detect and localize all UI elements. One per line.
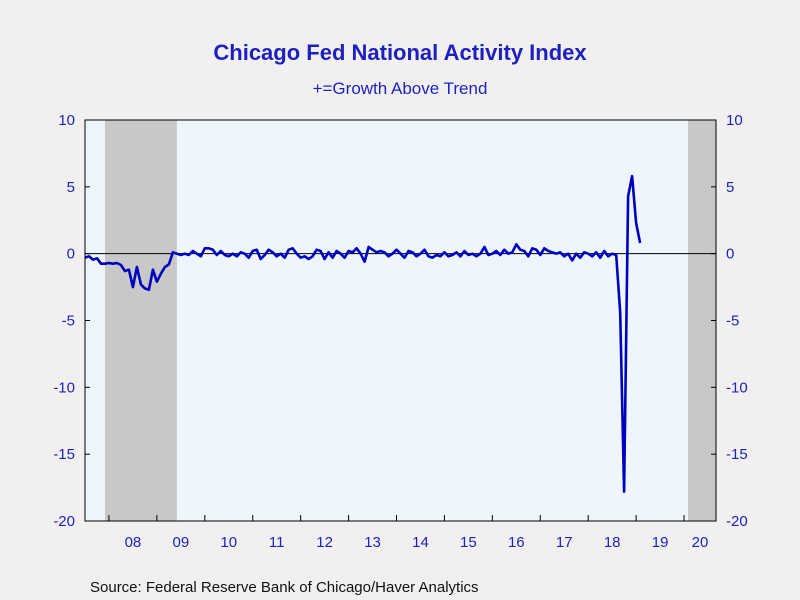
x-tick-label: 20 — [692, 534, 709, 551]
plot-area — [84, 119, 717, 522]
x-tick-label: 18 — [604, 534, 621, 551]
y-left-tick-label: 10 — [58, 112, 75, 129]
x-tick-label: 12 — [316, 534, 333, 551]
x-tick-label: 15 — [460, 534, 477, 551]
x-tick-label: 13 — [364, 534, 381, 551]
x-tick-label: 09 — [173, 534, 190, 551]
y-right-tick-label: -15 — [726, 446, 748, 463]
y-left-tick-label: -5 — [62, 313, 75, 330]
y-right-tick-label: 5 — [726, 179, 734, 196]
x-tick-label: 10 — [220, 534, 237, 551]
y-left-tick-label: 0 — [67, 246, 75, 263]
x-tick-label: 17 — [556, 534, 573, 551]
plot-background — [85, 120, 716, 521]
y-left-tick-label: -15 — [53, 446, 75, 463]
y-left-tick-label: 5 — [67, 179, 75, 196]
source-note: Source: Federal Reserve Bank of Chicago/… — [90, 579, 479, 596]
right-y-axis: 10 5 0 -5 -10 -15 -20 — [711, 112, 748, 530]
recession-band-1 — [104, 120, 177, 521]
x-axis: 08 09 10 11 12 13 14 15 16 17 18 19 20 — [108, 515, 709, 551]
x-tick-label: 19 — [652, 534, 669, 551]
series-line-1 — [84, 174, 642, 493]
y-right-tick-label: -10 — [726, 379, 748, 396]
y-right-tick-label: -20 — [726, 513, 748, 530]
chart-title: Chicago Fed National Activity Index — [213, 40, 587, 65]
y-right-tick-label: 0 — [726, 246, 734, 263]
y-right-tick-label: 10 — [726, 112, 743, 129]
y-left-tick-label: -10 — [53, 379, 75, 396]
x-tick-label: 14 — [412, 534, 429, 551]
y-left-tick-label: -20 — [53, 513, 75, 530]
x-tick-label: 11 — [269, 534, 285, 551]
left-y-axis: 10 5 0 -5 -10 -15 -20 — [53, 112, 90, 530]
x-tick-label: 08 — [125, 534, 142, 551]
x-tick-label: 16 — [508, 534, 525, 551]
y-right-tick-label: -5 — [726, 313, 739, 330]
chart-subtitle: +=Growth Above Trend — [313, 79, 488, 98]
